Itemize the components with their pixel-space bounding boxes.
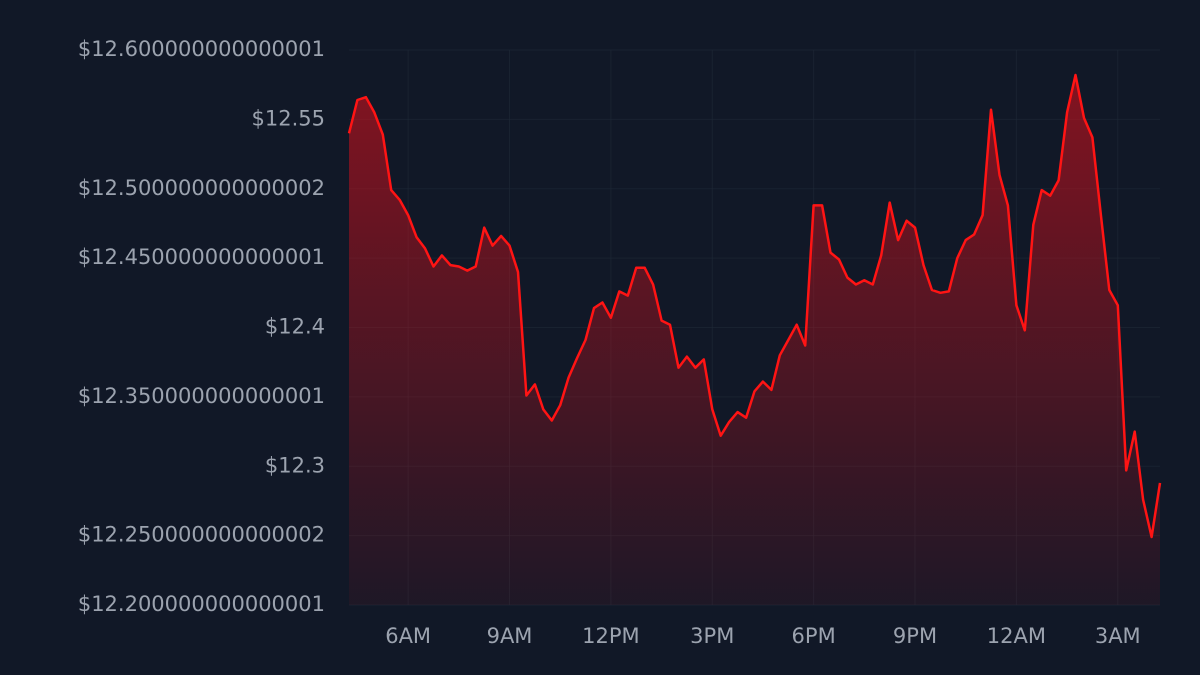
y-tick-label: $12.600000000000001 — [78, 37, 325, 61]
y-tick-label: $12.200000000000001 — [78, 592, 325, 616]
x-tick-label: 3PM — [690, 624, 734, 648]
x-tick-label: 9AM — [487, 624, 533, 648]
area-fill — [349, 75, 1160, 605]
price-line — [347, 73, 1162, 539]
y-tick-label: $12.500000000000002 — [78, 176, 325, 200]
y-tick-label: $12.350000000000001 — [78, 384, 325, 408]
y-tick-label: $12.4 — [265, 315, 325, 339]
y-tick-label: $12.250000000000002 — [78, 523, 325, 547]
x-tick-label: 6AM — [385, 624, 431, 648]
y-tick-label: $12.450000000000001 — [78, 245, 325, 269]
x-tick-label: 9PM — [893, 624, 937, 648]
x-tick-label: 6PM — [792, 624, 836, 648]
y-tick-label: $12.3 — [265, 453, 325, 477]
x-tick-label: 12AM — [987, 624, 1046, 648]
y-tick-label: $12.55 — [252, 106, 325, 130]
x-tick-label: 12PM — [582, 624, 640, 648]
x-tick-label: 3AM — [1095, 624, 1141, 648]
